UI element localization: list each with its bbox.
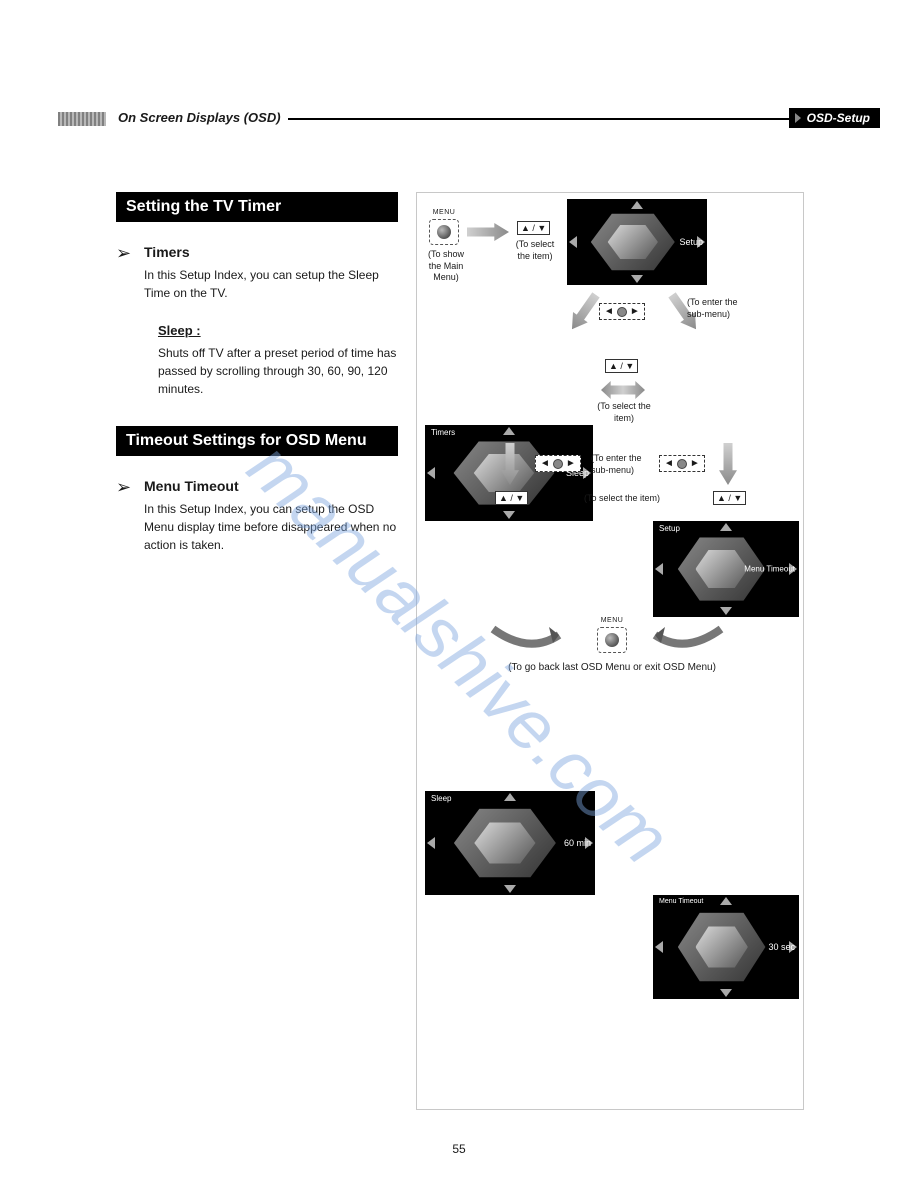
curve-arrow-right-icon — [489, 625, 569, 653]
triangle-up-icon — [720, 897, 732, 905]
triangle-down-icon — [504, 885, 516, 893]
chevron-icon: ➢ — [116, 478, 131, 496]
sleep-text: Shuts off TV after a preset period of ti… — [158, 344, 398, 398]
osd-cube-icon — [591, 212, 675, 272]
center-dot-icon — [553, 459, 563, 469]
heading-tv-timer: Setting the TV Timer — [116, 192, 398, 222]
center-dot-icon — [677, 459, 687, 469]
osd-screen-setup: Setup — [567, 199, 707, 285]
caption-select-item: (To select the item) — [509, 239, 561, 262]
menu-timeout-text: In this Setup Index, you can setup the O… — [144, 500, 398, 554]
section-sleep-def: Sleep : Shuts off TV after a preset peri… — [116, 322, 398, 398]
triangle-up-icon — [503, 427, 515, 435]
osd-label-timers: Timers — [431, 428, 455, 437]
menu-button-icon: MENU — [429, 219, 459, 245]
osd-label-30sec: 30 sec — [768, 942, 795, 952]
curve-arrow-left-icon — [645, 625, 725, 653]
osd-label-setup-small: Setup — [659, 524, 680, 533]
sleep-term: Sleep : — [158, 323, 201, 338]
tri-left-icon: ◄ — [540, 458, 550, 469]
updown-button-icon: ▲ / ▼ — [517, 221, 550, 235]
triangle-left-icon — [427, 837, 435, 849]
osd-screen-menu-timeout: Setup Menu Timeout — [653, 521, 799, 617]
osd-cube-icon — [454, 807, 556, 880]
arrow-leftright-icon — [601, 381, 645, 399]
button-dot-icon — [605, 633, 619, 647]
section-timers: ➢ Timers In this Setup Index, you can se… — [116, 244, 398, 302]
triangle-up-icon — [720, 523, 732, 531]
menu-timeout-title: Menu Timeout — [144, 478, 398, 494]
header-left-label: On Screen Displays (OSD) — [118, 110, 281, 125]
caption-enter-sub-2: (To enter the sub-menu) — [591, 453, 655, 476]
osd-label-menu-timeout: Menu Timeout — [744, 565, 795, 574]
tri-right-icon: ► — [630, 306, 640, 317]
button-dot-icon — [437, 225, 451, 239]
page-number: 55 — [0, 1142, 918, 1156]
triangle-up-icon — [504, 793, 516, 801]
triangle-down-icon — [503, 511, 515, 519]
leftright-button-icon: ◄► — [599, 303, 645, 320]
arrow-down-icon — [719, 443, 737, 485]
section-menu-timeout: ➢ Menu Timeout In this Setup Index, you … — [116, 478, 398, 554]
tri-right-icon: ► — [566, 458, 576, 469]
triangle-left-icon — [655, 563, 663, 575]
osd-cube-icon — [678, 911, 766, 984]
updown-button-icon: ▲ / ▼ — [713, 491, 746, 505]
osd-label-setup: Setup — [679, 237, 703, 247]
arrow-right-icon — [467, 223, 509, 241]
arrow-down-icon — [565, 290, 604, 335]
triangle-down-icon — [631, 275, 643, 283]
tri-left-icon: ◄ — [664, 458, 674, 469]
center-dot-icon — [617, 307, 627, 317]
osd-screen-60min: Sleep 60 min — [425, 791, 595, 895]
page-header: On Screen Displays (OSD) OSD-Setup — [58, 112, 880, 134]
leftright-button-icon: ◄► — [659, 455, 705, 472]
triangle-up-icon — [631, 201, 643, 209]
left-column: Setting the TV Timer ➢ Timers In this Se… — [116, 192, 398, 570]
caption-select-item-2: (To select the item) — [597, 401, 651, 424]
tri-right-icon: ► — [690, 458, 700, 469]
triangle-down-icon — [720, 989, 732, 997]
triangle-left-icon — [569, 236, 577, 248]
triangle-down-icon — [720, 607, 732, 615]
triangle-left-icon — [427, 467, 435, 479]
caption-show-main: (To show the Main Menu) — [421, 249, 471, 284]
menu-button-label: MENU — [598, 617, 626, 624]
timers-title: Timers — [144, 244, 398, 260]
timers-text: In this Setup Index, you can setup the S… — [144, 266, 398, 302]
chevron-icon: ➢ — [116, 244, 131, 262]
header-swatch-icon — [58, 112, 106, 126]
tri-left-icon: ◄ — [604, 306, 614, 317]
osd-label-60min: 60 min — [564, 838, 591, 848]
triangle-left-icon — [655, 941, 663, 953]
caption-go-back: (To go back last OSD Menu or exit OSD Me… — [477, 661, 747, 674]
menu-button-icon: MENU — [597, 627, 627, 653]
manual-page: On Screen Displays (OSD) OSD-Setup Setti… — [0, 0, 918, 1188]
osd-screen-30sec: Menu Timeout 30 sec — [653, 895, 799, 999]
updown-button-icon: ▲ / ▼ — [495, 491, 528, 505]
leftright-button-icon: ◄► — [535, 455, 581, 472]
header-rule — [288, 118, 798, 120]
osd-label-sleep-small: Sleep — [431, 794, 451, 803]
caption-enter-sub: (To enter the sub-menu) — [687, 297, 757, 320]
caption-select-item-3: (To select the item) — [567, 493, 677, 505]
menu-button-label: MENU — [430, 209, 458, 216]
heading-timeout-osd: Timeout Settings for OSD Menu — [116, 426, 398, 456]
header-section-tab: OSD-Setup — [789, 108, 880, 128]
updown-button-icon: ▲ / ▼ — [605, 359, 638, 373]
osd-label-mt-small: Menu Timeout — [659, 898, 703, 905]
flow-diagram: MENU (To show the Main Menu) ▲ / ▼ (To s… — [416, 192, 804, 1110]
